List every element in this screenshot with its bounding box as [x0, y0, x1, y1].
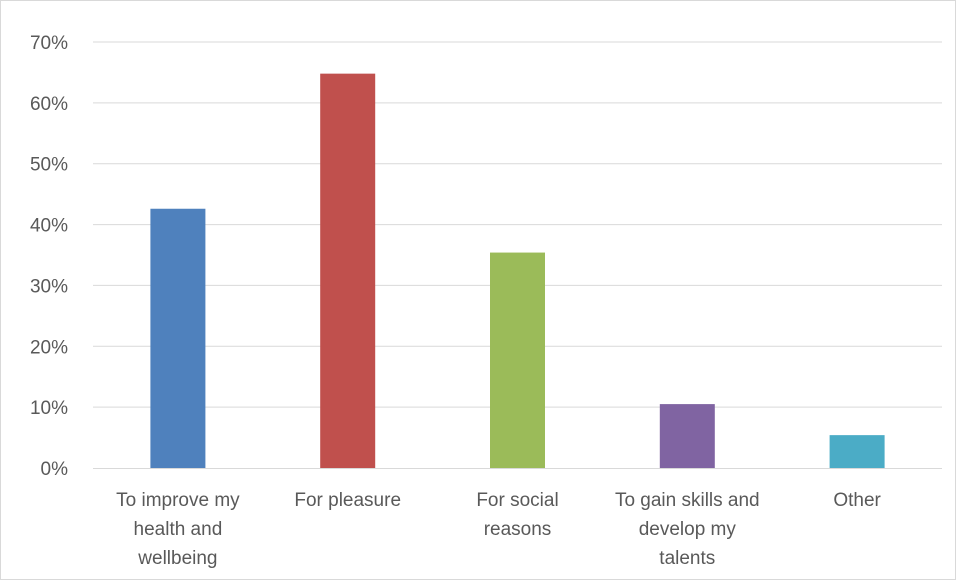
y-tick-label: 60% — [30, 94, 68, 115]
y-tick-label: 70% — [30, 33, 68, 54]
y-tick-label: 20% — [30, 337, 68, 358]
y-tick-label: 0% — [41, 459, 69, 480]
y-tick-label: 40% — [30, 216, 68, 237]
bar — [150, 208, 206, 468]
bar — [490, 252, 545, 468]
y-axis-tick-labels: 0% 10% 20% 30% 40% 50% 60% 70% — [30, 33, 68, 480]
x-tick-label: To gain skills and develop my talents — [615, 490, 760, 569]
bar — [320, 73, 376, 468]
bar — [659, 404, 715, 468]
bar — [829, 435, 885, 468]
x-tick-label: For pleasure — [294, 490, 401, 511]
x-tick-label: Other — [833, 490, 881, 511]
x-tick-label: To improve my health and wellbeing — [116, 490, 240, 569]
bars — [150, 73, 885, 468]
y-tick-label: 10% — [30, 398, 68, 419]
y-tick-label: 30% — [30, 276, 68, 297]
x-tick-label: For social reasons — [476, 490, 558, 540]
y-tick-label: 50% — [30, 155, 68, 176]
x-axis-tick-labels: To improve my health and wellbeing For plea… — [116, 490, 881, 569]
